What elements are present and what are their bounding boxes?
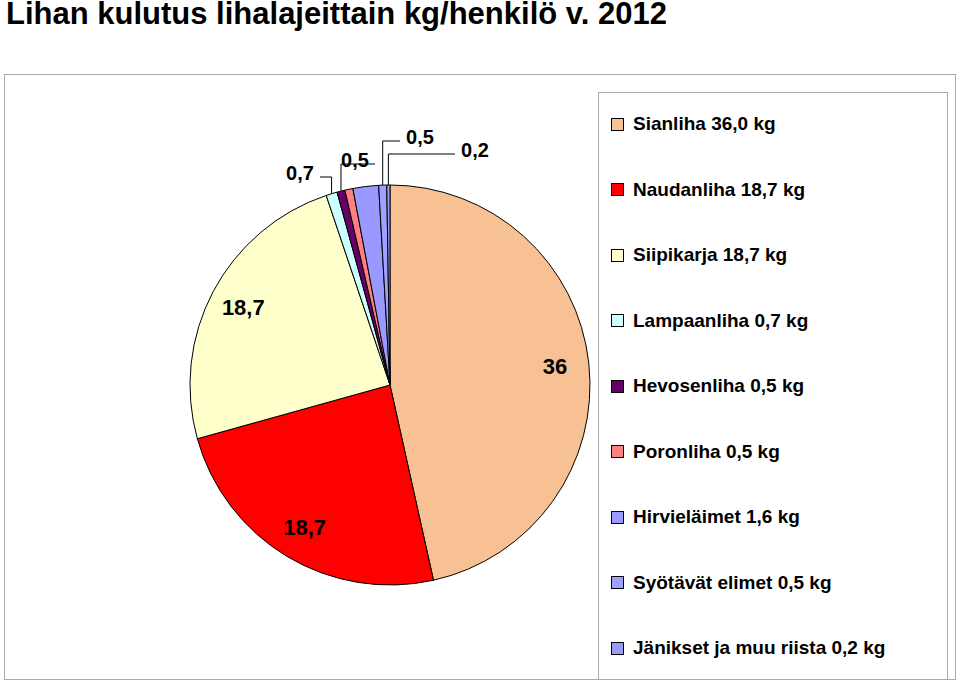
html-text:Syötävät elimet 0,5 kg: Syötävät elimet 0,5 kg [633,571,832,593]
svg-text:18,7: 18,7 [222,295,265,320]
html-text:Jänikset ja muu riista 0,2 kg: Jänikset ja muu riista 0,2 kg [633,637,886,658]
html-text:Sianliha 36,0 kg: Sianliha 36,0 kg [633,113,776,134]
html-text:Hevosenliha 0,5 kg: Hevosenliha 0,5 kg [633,375,805,396]
svg-text:36: 36 [543,354,567,379]
svg-text:0,2: 0,2 [461,139,489,161]
html-text:Hirvieläimet 1,6 kg: Hirvieläimet 1,6 kg [633,506,800,527]
html-text:Poronliha 0,5 kg: Poronliha 0,5 kg [633,440,780,462]
svg-text:0,5: 0,5 [341,149,369,171]
html-text:Naudanliha 18,7 kg: Naudanliha 18,7 kg [633,178,806,200]
html-text:Siipikarja 18,7 kg: Siipikarja 18,7 kg [633,244,788,265]
svg-text:0,5: 0,5 [406,126,434,148]
html-text:Lampaanliha 0,7 kg: Lampaanliha 0,7 kg [633,309,809,331]
svg-text:18,7: 18,7 [283,515,326,540]
svg-text:0,7: 0,7 [286,162,314,184]
